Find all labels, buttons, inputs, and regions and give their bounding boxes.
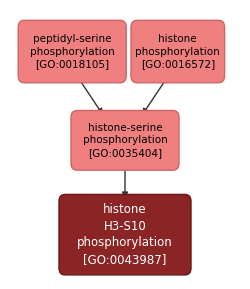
FancyBboxPatch shape [18,20,126,83]
Text: histone
H3-S10
phosphorylation
[GO:0043987]: histone H3-S10 phosphorylation [GO:00439… [77,203,173,266]
Text: histone
phosphorylation
[GO:0016572]: histone phosphorylation [GO:0016572] [136,34,220,69]
FancyBboxPatch shape [131,20,224,83]
FancyBboxPatch shape [59,194,191,275]
Text: peptidyl-serine
phosphorylation
[GO:0018105]: peptidyl-serine phosphorylation [GO:0018… [30,34,114,69]
Text: histone-serine
phosphorylation
[GO:0035404]: histone-serine phosphorylation [GO:00354… [82,123,168,158]
FancyBboxPatch shape [71,110,179,170]
